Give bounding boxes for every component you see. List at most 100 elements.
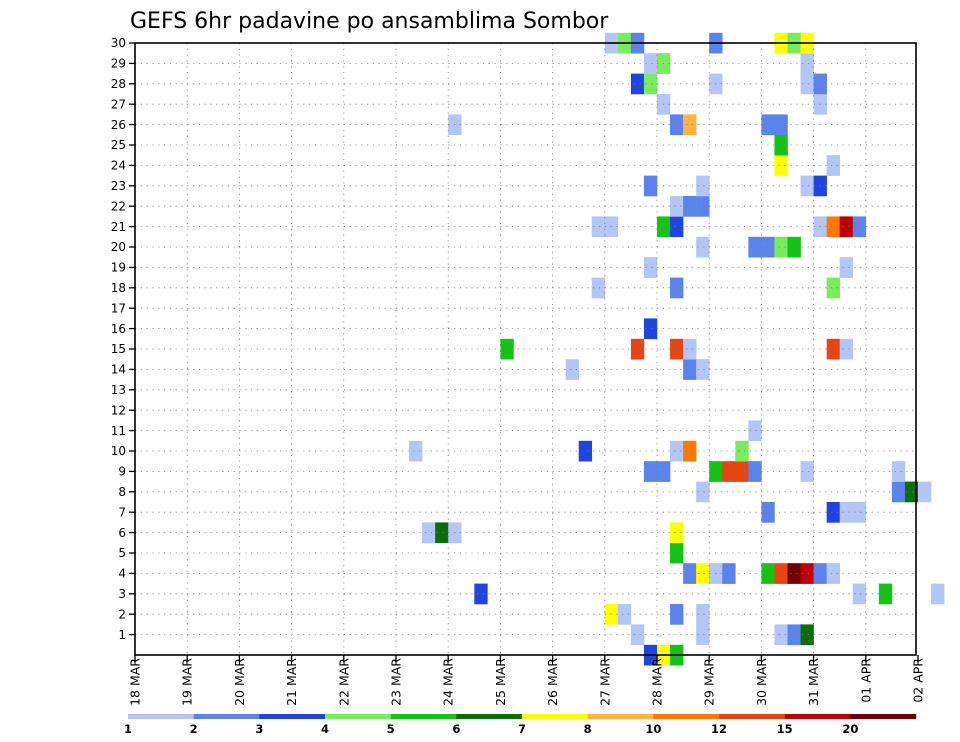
colorbar-swatch <box>784 714 851 719</box>
colorbar-swatch <box>719 714 785 719</box>
heatmap-cell <box>670 216 684 238</box>
heatmap-cell <box>787 563 801 584</box>
y-tick-label: 12 <box>111 403 126 417</box>
heatmap-cell <box>800 53 814 74</box>
heatmap-cell <box>748 420 762 442</box>
heatmap-cell <box>630 73 645 95</box>
heatmap-cell <box>774 114 788 136</box>
y-tick-label: 3 <box>118 587 126 601</box>
colorbar-swatch <box>456 714 523 719</box>
y-tick-label: 24 <box>111 159 126 173</box>
y-tick-label: 26 <box>111 118 126 132</box>
heatmap-cell <box>696 563 710 584</box>
colorbar-swatch <box>325 714 391 719</box>
heatmap-cell <box>774 134 788 156</box>
heatmap-cell <box>891 481 906 503</box>
y-tick-label: 9 <box>118 465 126 479</box>
x-axis: 18 MAR 19 MAR 20 MAR 21 MAR 22 MAR 23 MAR 24 M… <box>128 655 926 706</box>
x-tick-label: 23 MAR <box>389 658 404 706</box>
heatmap-cells <box>409 32 945 666</box>
heatmap-cell <box>826 502 840 523</box>
heatmap-cell <box>774 236 788 258</box>
heatmap-cell <box>565 359 579 380</box>
heatmap-cell <box>643 257 658 278</box>
heatmap-cell <box>800 73 814 95</box>
heatmap-cell <box>748 461 762 482</box>
x-tick-label: 25 MAR <box>493 658 508 706</box>
x-tick-label: 26 MAR <box>545 658 560 706</box>
heatmap-cell <box>826 277 840 299</box>
heatmap-cell <box>617 604 632 625</box>
heatmap-cell <box>643 53 658 74</box>
heatmap-cell <box>683 196 697 217</box>
heatmap-cell <box>696 604 710 625</box>
heatmap-cell <box>878 583 893 605</box>
heatmap-cell <box>722 461 736 482</box>
colorbar-swatch <box>390 714 457 719</box>
heatmap-cell <box>839 502 854 523</box>
heatmap-cell <box>643 73 658 95</box>
y-tick-label: 23 <box>111 179 126 193</box>
y-tick-label: 1 <box>118 628 126 642</box>
y-tick-label: 14 <box>111 363 126 377</box>
y-tick-label: 29 <box>111 57 126 71</box>
heatmap-cell <box>670 338 684 360</box>
x-tick-label: 24 MAR <box>441 658 456 706</box>
x-tick-label: 18 MAR <box>128 658 143 706</box>
heatmap-cell <box>696 175 710 197</box>
heatmap-cell <box>800 461 814 482</box>
colorbar-tick-label: 3 <box>255 722 263 736</box>
x-tick-label: 30 MAR <box>754 658 769 706</box>
heatmap-cell <box>474 583 488 605</box>
heatmap-cell <box>800 175 814 197</box>
x-tick-label: 27 MAR <box>597 658 612 706</box>
heatmap-cell <box>735 440 749 462</box>
y-axis: 1234567891011121314151617181920212223242… <box>111 36 135 642</box>
y-tick-label: 8 <box>118 485 126 499</box>
heatmap-cell <box>630 338 645 360</box>
x-tick-label: 28 MAR <box>650 658 665 706</box>
heatmap-cell <box>409 440 423 462</box>
y-tick-label: 15 <box>111 342 126 356</box>
heatmap-cell <box>748 236 762 258</box>
heatmap-cell <box>591 216 606 238</box>
colorbar-tick-label: 10 <box>645 722 661 736</box>
y-tick-label: 5 <box>118 546 126 560</box>
colorbar-swatch <box>587 714 654 719</box>
heatmap-cell <box>670 522 684 544</box>
colorbar-tick-label: 5 <box>387 722 395 736</box>
heatmap-cell <box>670 604 684 625</box>
heatmap-cell <box>826 338 840 360</box>
heatmap-cell <box>904 481 919 503</box>
colorbar-legend: 1 2 3 4 5 6 7 8 10 12 15 20 <box>124 714 917 736</box>
heatmap-cell <box>826 563 840 584</box>
heatmap-cell <box>670 277 684 299</box>
heatmap-cell <box>774 563 788 584</box>
heatmap-cell <box>643 318 658 340</box>
colorbar-tick-label: 6 <box>452 722 460 736</box>
y-tick-label: 28 <box>111 77 126 91</box>
heatmap-cell <box>422 522 436 544</box>
heatmap-cell <box>670 196 684 217</box>
y-tick-label: 11 <box>111 424 126 438</box>
heatmap-cell <box>774 155 788 176</box>
heatmap-cell <box>683 114 697 136</box>
heatmap-cell <box>787 624 801 646</box>
x-tick-label: 20 MAR <box>232 658 247 706</box>
x-tick-label: 01 APR <box>858 658 873 703</box>
y-tick-label: 25 <box>111 138 126 152</box>
heatmap-cell <box>735 461 749 482</box>
heatmap-cell <box>683 563 697 584</box>
colorbar-tick-label: 2 <box>190 722 198 736</box>
y-tick-label: 2 <box>118 607 126 621</box>
heatmap-cell <box>839 216 854 238</box>
y-tick-label: 13 <box>111 383 126 397</box>
y-tick-label: 22 <box>111 199 126 213</box>
colorbar-tick-label: 4 <box>321 722 329 736</box>
heatmap-cell <box>852 583 867 605</box>
y-tick-label: 10 <box>111 444 126 458</box>
colorbar-tick-label: 8 <box>584 722 592 736</box>
heatmap-cell <box>683 359 697 380</box>
heatmap-cell <box>852 216 867 238</box>
